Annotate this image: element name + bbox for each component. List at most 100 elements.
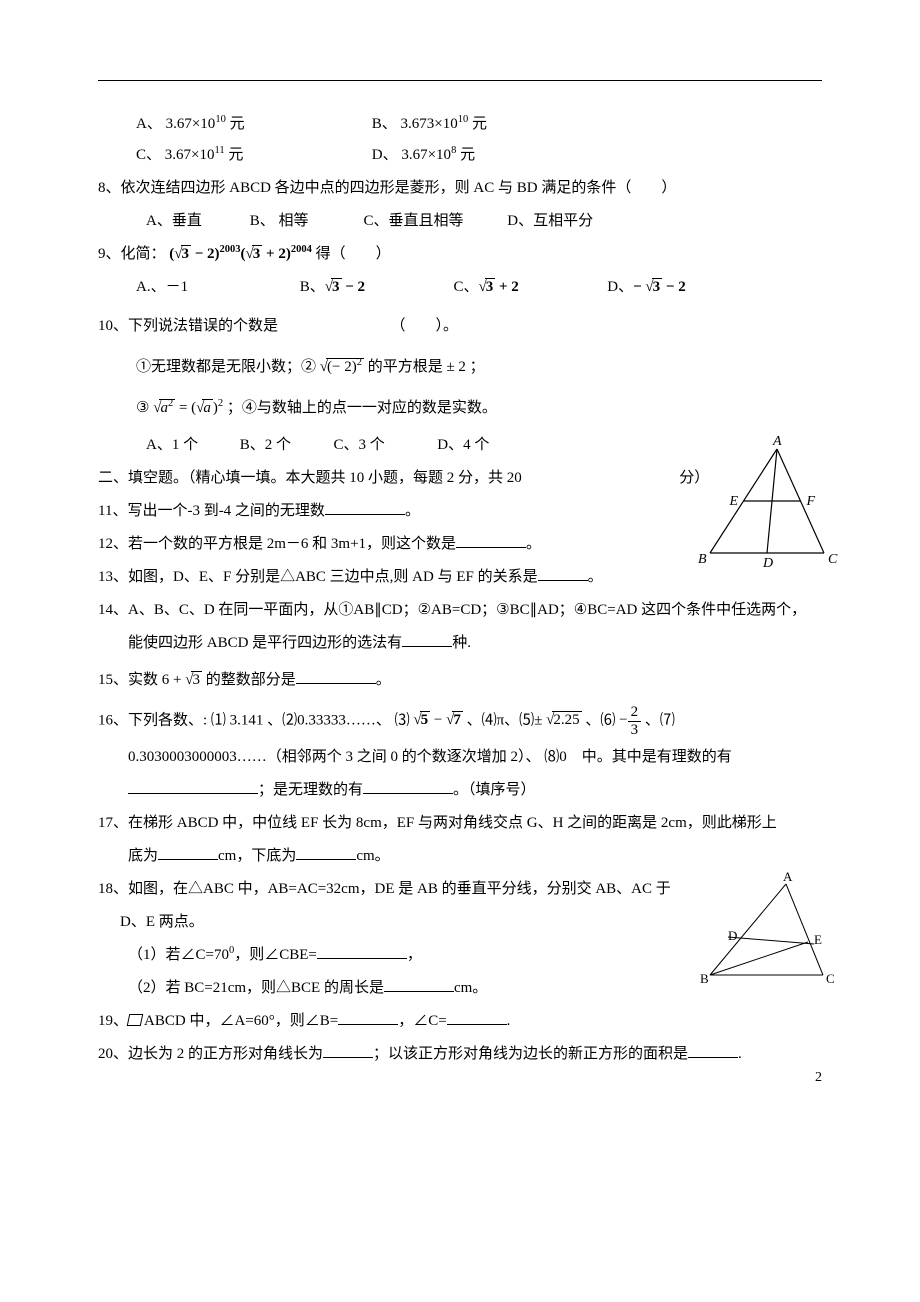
q7-opt-d: D、 3.67×108 元 <box>372 142 475 169</box>
value: 3.673×10 <box>401 116 458 132</box>
q9-options: A.、－1 B、3 − 2 C、3 + 2 D、− 3 − 2 <box>98 274 822 301</box>
label: B、 <box>372 116 397 132</box>
top-rule <box>98 80 822 81</box>
mid2: 、⑹ <box>585 712 615 728</box>
q10-s1: ①无理数都是无限小数；② (− 2)2 的平方根是 ± 2 ； <box>98 354 822 381</box>
s2-pre: ③ <box>136 400 149 416</box>
s1-post: 的平方根是 ± 2 ； <box>368 359 485 375</box>
post: 。 <box>376 672 391 688</box>
mid1: ABCD 中，∠A=60°，则∠B= <box>144 1013 338 1029</box>
blank1 <box>338 1009 398 1025</box>
pre: （2）若 BC=21cm，则△BCE 的周长是 <box>128 980 384 996</box>
svg-text:F: F <box>806 494 816 509</box>
svg-text:D: D <box>762 556 773 571</box>
blank1 <box>128 778 258 794</box>
post: 种. <box>452 635 471 651</box>
q10-s2: ③ a2 = (a)2 ；④与数轴上的点一一对应的数是实数。 <box>98 395 822 422</box>
q15: 15、实数 6 + 3 的整数部分是 。 <box>98 667 822 694</box>
exp: 11 <box>214 145 224 156</box>
unit: 元 <box>226 116 245 132</box>
q7-options-row1: A、 3.67×1010 元 B、 3.673×1010 元 <box>98 111 822 138</box>
parallelogram-icon <box>127 1014 144 1026</box>
pre: 能使四边形 ABCD 是平行四边形的选法有 <box>128 635 402 651</box>
q8-opt-c: C、垂直且相等 <box>364 208 504 235</box>
q9-opt-a: A.、－1 <box>136 274 296 301</box>
mid1: 、⑷π、⑸± <box>467 712 543 728</box>
val: 3 − 2 <box>325 279 365 295</box>
post: cm。 <box>356 848 389 864</box>
value: 3.67×10 <box>401 147 451 163</box>
pre: 13、如图，D、E、F 分别是△ABC 三边中点,则 AD 与 EF 的关系是 <box>98 569 538 585</box>
s2-expr: a2 = (a)2 <box>153 400 223 416</box>
q14-l2: 能使四边形 ABCD 是平行四边形的选法有 种. <box>98 630 822 657</box>
post: . <box>738 1046 742 1062</box>
s1-sqrt: (− 2)2 <box>320 359 364 375</box>
exp-b: 2004 <box>291 244 312 255</box>
value: 3.67×10 <box>165 147 215 163</box>
pre: 16、下列各数、: ⑴ 3.141 、⑵0.33333……、 ⑶ <box>98 712 410 728</box>
q10-opt-b: B、2 个 <box>240 432 330 459</box>
blank <box>456 532 526 548</box>
q16-l3: ；是无理数的有。（填序号） <box>98 777 822 804</box>
blank <box>325 499 405 515</box>
exp-a: 2003 <box>220 244 241 255</box>
q8-opt-b: B、 相等 <box>250 208 360 235</box>
blank1 <box>158 844 218 860</box>
q9-stem: 9、化简： (3 − 2)2003(3 + 2)2004 得（ ） <box>98 241 822 268</box>
post: 。 <box>588 569 603 585</box>
q9-opt-c: C、3 + 2 <box>454 274 604 301</box>
q7-opt-b: B、 3.673×1010 元 <box>372 111 487 138</box>
label: C、 <box>136 147 161 163</box>
svg-text:C: C <box>828 552 838 567</box>
expr3: 5 − 7 <box>413 712 462 728</box>
pre: 底为 <box>128 848 158 864</box>
post: . <box>507 1013 511 1029</box>
q19: 19、ABCD 中，∠A=60°，则∠B=，∠C=. <box>98 1008 822 1035</box>
mid: ，则∠CBE= <box>234 947 317 963</box>
q16-l2: 0.3030003000003……（相邻两个 3 之间 0 的个数逐次增加 2）… <box>98 744 822 771</box>
q7-options-row2: C、 3.67×1011 元 D、 3.67×108 元 <box>98 142 822 169</box>
mid: cm，下底为 <box>218 848 296 864</box>
q9-opt-b: B、3 − 2 <box>300 274 450 301</box>
svg-text:D: D <box>728 928 737 943</box>
svg-text:B: B <box>700 971 709 986</box>
s1-pre: ①无理数都是无限小数；② <box>136 359 316 375</box>
q7-opt-c: C、 3.67×1011 元 <box>136 142 368 169</box>
expr6: −23 <box>619 712 641 728</box>
blank1 <box>323 1042 373 1058</box>
blank2 <box>447 1009 507 1025</box>
pre: 12、若一个数的平方根是 2m－6 和 3m+1，则这个数是 <box>98 536 456 552</box>
expr: 6 + 3 <box>162 672 206 688</box>
q10-stem: 10、下列说法错误的个数是 （ ）。 <box>98 313 822 340</box>
mid: 的整数部分是 <box>206 672 296 688</box>
blank <box>384 976 454 992</box>
blank2 <box>296 844 356 860</box>
blank2 <box>688 1042 738 1058</box>
svg-text:A: A <box>783 869 793 884</box>
expr5: 2.25 <box>546 712 581 728</box>
val: − 3 − 2 <box>633 279 686 295</box>
fig-q13: ABCDEF <box>702 445 832 575</box>
sec2-text: 二、填空题。（精心填一填。本大题共 10 小题，每题 2 分，共 20 <box>98 470 522 486</box>
q20: 20、边长为 2 的正方形对角线长为；以该正方形对角线为边长的新正方形的面积是. <box>98 1041 822 1068</box>
label: C、 <box>454 279 479 295</box>
value: 3.67×10 <box>166 116 216 132</box>
blank <box>538 565 588 581</box>
page-number: 2 <box>815 1065 822 1090</box>
val: 3 + 2 <box>479 279 519 295</box>
q16-l1: 16、下列各数、: ⑴ 3.141 、⑵0.33333……、 ⑶ 5 − 7 、… <box>98 704 822 738</box>
post: 。 <box>526 536 541 552</box>
mid2: ，∠C= <box>398 1013 446 1029</box>
q8-options: A、垂直 B、 相等 C、垂直且相等 D、互相平分 <box>98 208 822 235</box>
svg-text:C: C <box>826 971 835 986</box>
q17-l2: 底为 cm，下底为 cm。 <box>98 843 822 870</box>
q10-opt-a: A、1 个 <box>146 432 236 459</box>
pre: 15、实数 <box>98 672 158 688</box>
mid: ；是无理数的有 <box>258 782 363 798</box>
q10-opt-c: C、3 个 <box>334 432 434 459</box>
post: 。 <box>405 503 420 519</box>
blank2 <box>363 778 453 794</box>
label: A、 <box>136 116 162 132</box>
q9-stem-pre: 9、化简： <box>98 246 166 262</box>
unit: 元 <box>468 116 487 132</box>
